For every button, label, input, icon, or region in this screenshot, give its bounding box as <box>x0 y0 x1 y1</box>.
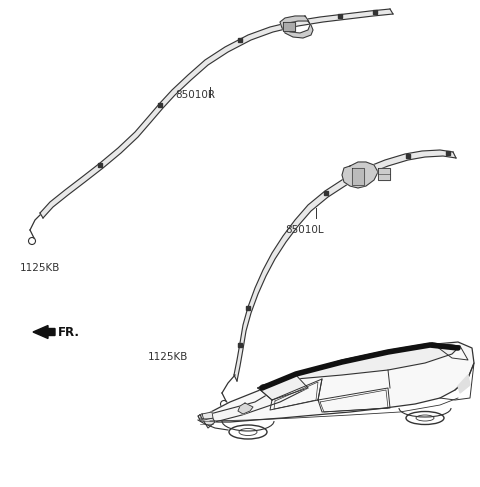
Polygon shape <box>200 378 308 422</box>
Text: 85010L: 85010L <box>285 225 324 235</box>
Polygon shape <box>202 412 213 420</box>
Polygon shape <box>352 168 364 185</box>
Text: FR.: FR. <box>58 326 80 339</box>
Polygon shape <box>200 414 215 428</box>
Polygon shape <box>342 162 378 188</box>
Text: 85010R: 85010R <box>175 90 215 100</box>
Polygon shape <box>280 16 313 38</box>
Polygon shape <box>283 22 295 31</box>
Polygon shape <box>40 9 393 218</box>
Polygon shape <box>378 168 390 180</box>
Text: 1125KB: 1125KB <box>148 352 188 362</box>
Polygon shape <box>458 375 470 393</box>
Polygon shape <box>238 403 253 414</box>
Text: 1125KB: 1125KB <box>20 263 60 273</box>
Polygon shape <box>258 374 308 400</box>
FancyArrow shape <box>33 325 55 338</box>
Polygon shape <box>258 343 460 388</box>
Polygon shape <box>234 150 456 381</box>
Polygon shape <box>198 342 474 422</box>
